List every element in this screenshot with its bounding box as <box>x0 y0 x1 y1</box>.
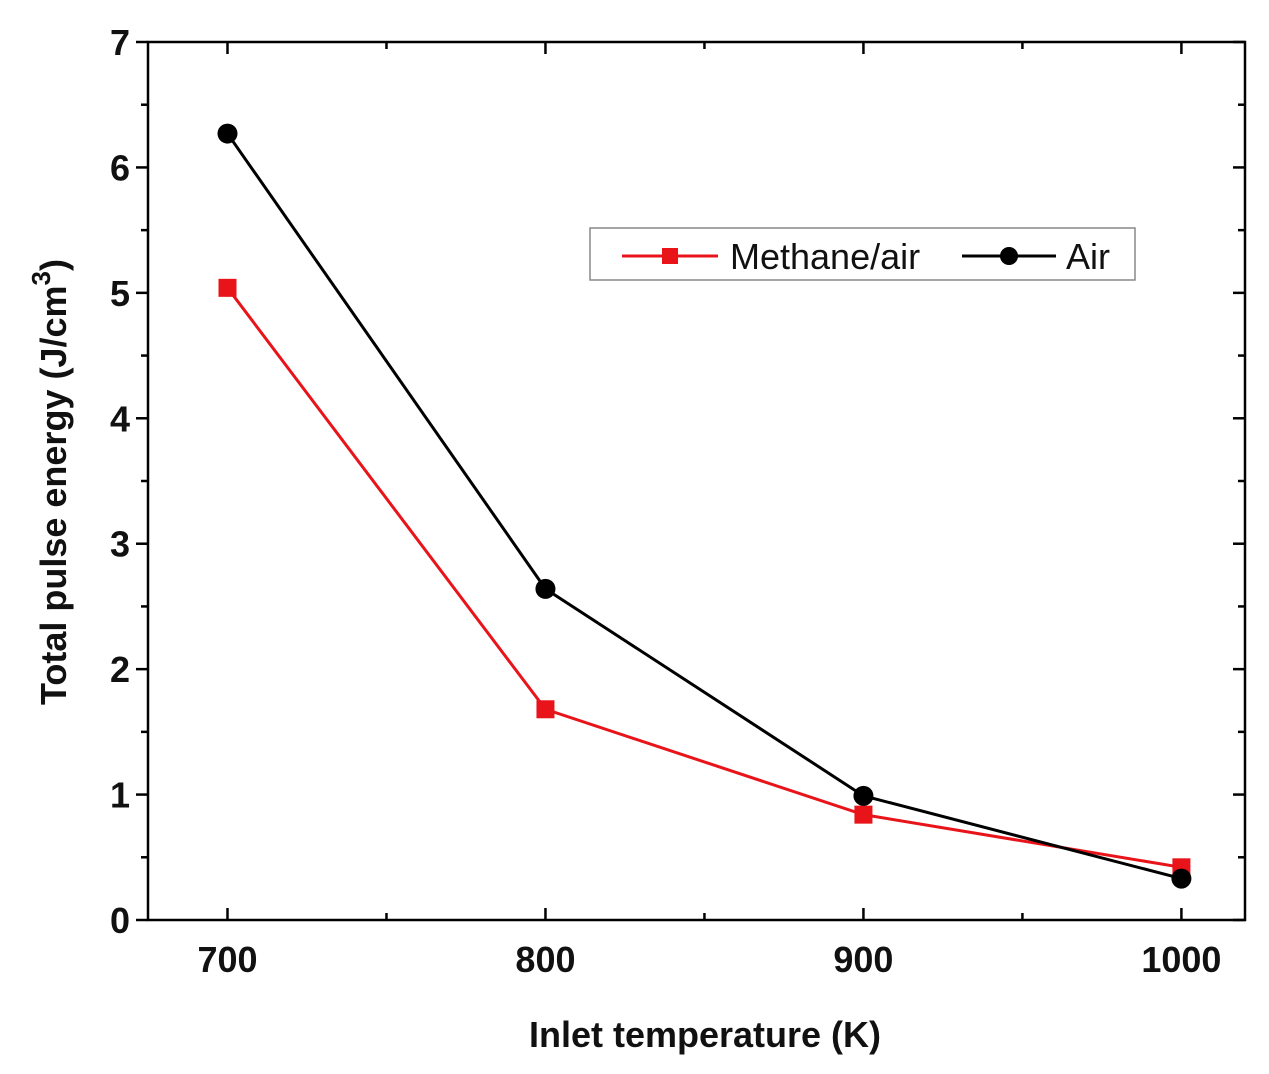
plot-frame <box>146 40 1247 922</box>
point-methane-air-800 <box>536 700 555 719</box>
y-tick-label-3: 3 <box>110 524 130 565</box>
x-tick-label-1000: 1000 <box>1141 939 1221 980</box>
y-tick-label-2: 2 <box>110 649 130 690</box>
y-tick-label-5: 5 <box>110 273 130 314</box>
point-air-1000 <box>1171 868 1192 889</box>
y-tick-label-6: 6 <box>110 147 130 188</box>
y-tick-label-0: 0 <box>110 900 130 941</box>
y-tick-label-1: 1 <box>110 775 130 816</box>
x-tick-label-700: 700 <box>197 939 257 980</box>
point-air-900 <box>853 785 874 806</box>
axis-ticks <box>136 40 1245 922</box>
series-layer <box>217 123 1192 889</box>
y-tick-label-4: 4 <box>110 398 130 439</box>
legend-label-air: Air <box>1066 236 1110 277</box>
y-axis-title-main: Total pulse energy (J/cm <box>33 286 74 705</box>
y-axis-title-close: ) <box>33 259 74 271</box>
y-tick-label-7: 7 <box>110 22 130 63</box>
x-axis-title: Inlet temperature (K) <box>529 1014 881 1055</box>
y-axis-title-superscript: 3 <box>26 271 56 285</box>
x-tick-label-900: 900 <box>833 939 893 980</box>
legend-marker-methane-air <box>662 248 678 264</box>
legend: Methane/air Air <box>589 227 1136 281</box>
point-air-700 <box>217 123 238 144</box>
legend-marker-air <box>1000 247 1018 265</box>
point-methane-air-700 <box>218 278 237 297</box>
legend-box <box>589 227 1136 281</box>
point-methane-air-900 <box>854 805 873 824</box>
tick-labels: 700 800 900 1000 0 1 2 3 4 5 6 7 <box>110 22 1221 980</box>
x-tick-label-800: 800 <box>515 939 575 980</box>
y-axis-title: Total pulse energy (J/cm3) <box>26 259 74 705</box>
point-air-800 <box>535 578 556 599</box>
series-line-methane-air <box>226 286 1182 869</box>
series-line-air <box>226 132 1182 881</box>
legend-label-methane-air: Methane/air <box>730 236 920 277</box>
